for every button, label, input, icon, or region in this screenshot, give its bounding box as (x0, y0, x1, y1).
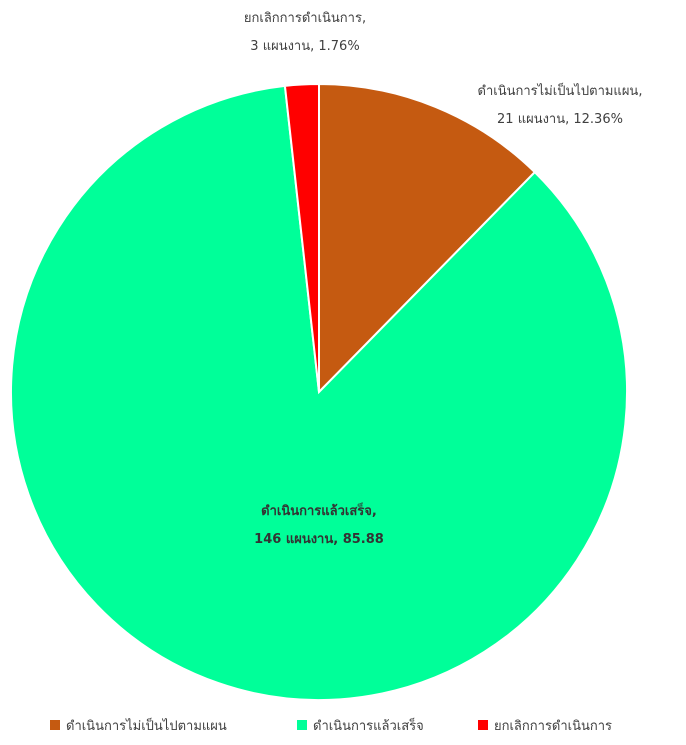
pie-slice-2 (10, 84, 628, 701)
data-label-value-2: 146 แผนงาน, 85.88 (254, 532, 384, 547)
data-label-category-2: ดำเนินการแล้วเสร็จ, (261, 501, 377, 519)
data-label-value-3: 3 แผนงาน, 1.76% (250, 39, 359, 54)
pie-slice-3 (283, 82, 320, 393)
pie-slice-1 (318, 82, 537, 395)
legend-label-1: ดำเนินการไม่เป็นไปตามแผน (66, 716, 227, 734)
legend-swatch-1 (50, 720, 60, 730)
legend-swatch-3 (478, 720, 488, 730)
data-label-category-1: ดำเนินการไม่เป็นไปตามแผน, (478, 81, 643, 99)
legend: ดำเนินการไม่เป็นไปตามแผน ดำเนินการแล้วเสร… (50, 716, 612, 734)
data-label-value-1: 21 แผนงาน, 12.36% (497, 112, 623, 127)
legend-label-3: ยกเลิกการดำเนินการ (494, 719, 612, 734)
data-label-category-3: ยกเลิกการดำเนินการ, (244, 11, 366, 26)
pie-slices (10, 82, 628, 701)
legend-swatch-2 (297, 720, 307, 730)
data-labels: ดำเนินการไม่เป็นไปตามแผน, 21 แผนงาน, 12.3… (244, 11, 643, 547)
legend-label-2: ดำเนินการแล้วเสร็จ (313, 716, 424, 734)
